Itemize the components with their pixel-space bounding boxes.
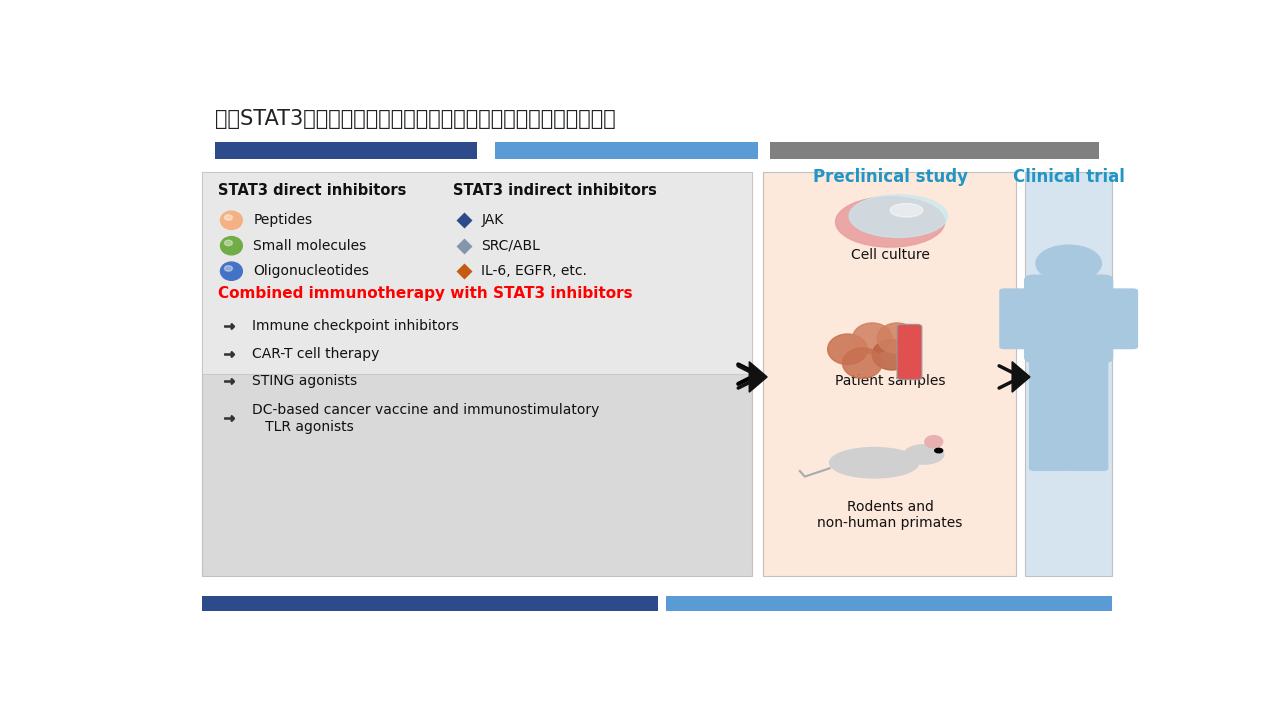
FancyBboxPatch shape <box>202 172 753 374</box>
FancyBboxPatch shape <box>1029 344 1070 471</box>
Ellipse shape <box>872 339 911 370</box>
Polygon shape <box>1012 362 1030 392</box>
Text: STAT3 direct inhibitors: STAT3 direct inhibitors <box>218 183 406 198</box>
FancyBboxPatch shape <box>1066 344 1108 471</box>
Text: Peptides: Peptides <box>253 214 312 227</box>
Polygon shape <box>749 362 767 392</box>
Text: SRC/ABL: SRC/ABL <box>481 239 540 252</box>
Ellipse shape <box>904 445 943 464</box>
FancyBboxPatch shape <box>749 371 753 383</box>
Text: CAR-T cell therapy: CAR-T cell therapy <box>252 347 380 361</box>
Text: DC-based cancer vaccine and immunostimulatory
   TLR agonists: DC-based cancer vaccine and immunostimul… <box>252 403 599 434</box>
Ellipse shape <box>220 211 242 229</box>
Text: Clinical trial: Clinical trial <box>1012 168 1125 186</box>
FancyBboxPatch shape <box>215 142 477 160</box>
Ellipse shape <box>828 334 868 365</box>
Ellipse shape <box>852 323 892 354</box>
FancyBboxPatch shape <box>1098 288 1138 349</box>
Ellipse shape <box>224 215 233 220</box>
Ellipse shape <box>220 262 242 280</box>
Text: Oligonucleotides: Oligonucleotides <box>253 264 369 278</box>
Ellipse shape <box>890 203 923 217</box>
FancyBboxPatch shape <box>202 172 753 576</box>
Text: Small molecules: Small molecules <box>253 239 366 252</box>
FancyBboxPatch shape <box>897 324 922 380</box>
Text: Patient samples: Patient samples <box>835 374 946 388</box>
Text: Combined immunotherapy with STAT3 inhibitors: Combined immunotherapy with STAT3 inhibi… <box>218 286 632 301</box>
Ellipse shape <box>877 323 916 354</box>
Ellipse shape <box>836 197 945 247</box>
Ellipse shape <box>849 195 947 237</box>
Ellipse shape <box>220 237 242 255</box>
Circle shape <box>1036 245 1101 282</box>
FancyBboxPatch shape <box>666 595 1112 611</box>
FancyBboxPatch shape <box>495 142 758 160</box>
Ellipse shape <box>224 265 233 271</box>
Ellipse shape <box>842 348 882 378</box>
Text: 针对STAT3的开发，直接抑制和间接抑制以及和免疫疗法的联合应用: 针对STAT3的开发，直接抑制和间接抑制以及和免疫疗法的联合应用 <box>215 109 616 129</box>
Ellipse shape <box>224 240 233 246</box>
FancyBboxPatch shape <box>771 142 1100 160</box>
Ellipse shape <box>829 447 919 478</box>
FancyBboxPatch shape <box>202 595 658 611</box>
FancyBboxPatch shape <box>1025 172 1112 576</box>
FancyBboxPatch shape <box>1012 371 1015 383</box>
Text: Rodents and
non-human primates: Rodents and non-human primates <box>818 500 963 531</box>
FancyBboxPatch shape <box>1000 288 1039 349</box>
Text: STAT3 indirect inhibitors: STAT3 indirect inhibitors <box>453 183 657 198</box>
Text: Preclinical study: Preclinical study <box>813 168 968 186</box>
FancyBboxPatch shape <box>763 172 1016 576</box>
FancyBboxPatch shape <box>1024 275 1114 363</box>
Text: IL-6, EGFR, etc.: IL-6, EGFR, etc. <box>481 264 588 278</box>
Circle shape <box>934 449 942 453</box>
Text: STING agonists: STING agonists <box>252 375 357 388</box>
Text: Cell culture: Cell culture <box>851 248 929 262</box>
Text: JAK: JAK <box>481 214 503 227</box>
Text: Immune checkpoint inhibitors: Immune checkpoint inhibitors <box>252 319 460 333</box>
Ellipse shape <box>925 436 942 448</box>
